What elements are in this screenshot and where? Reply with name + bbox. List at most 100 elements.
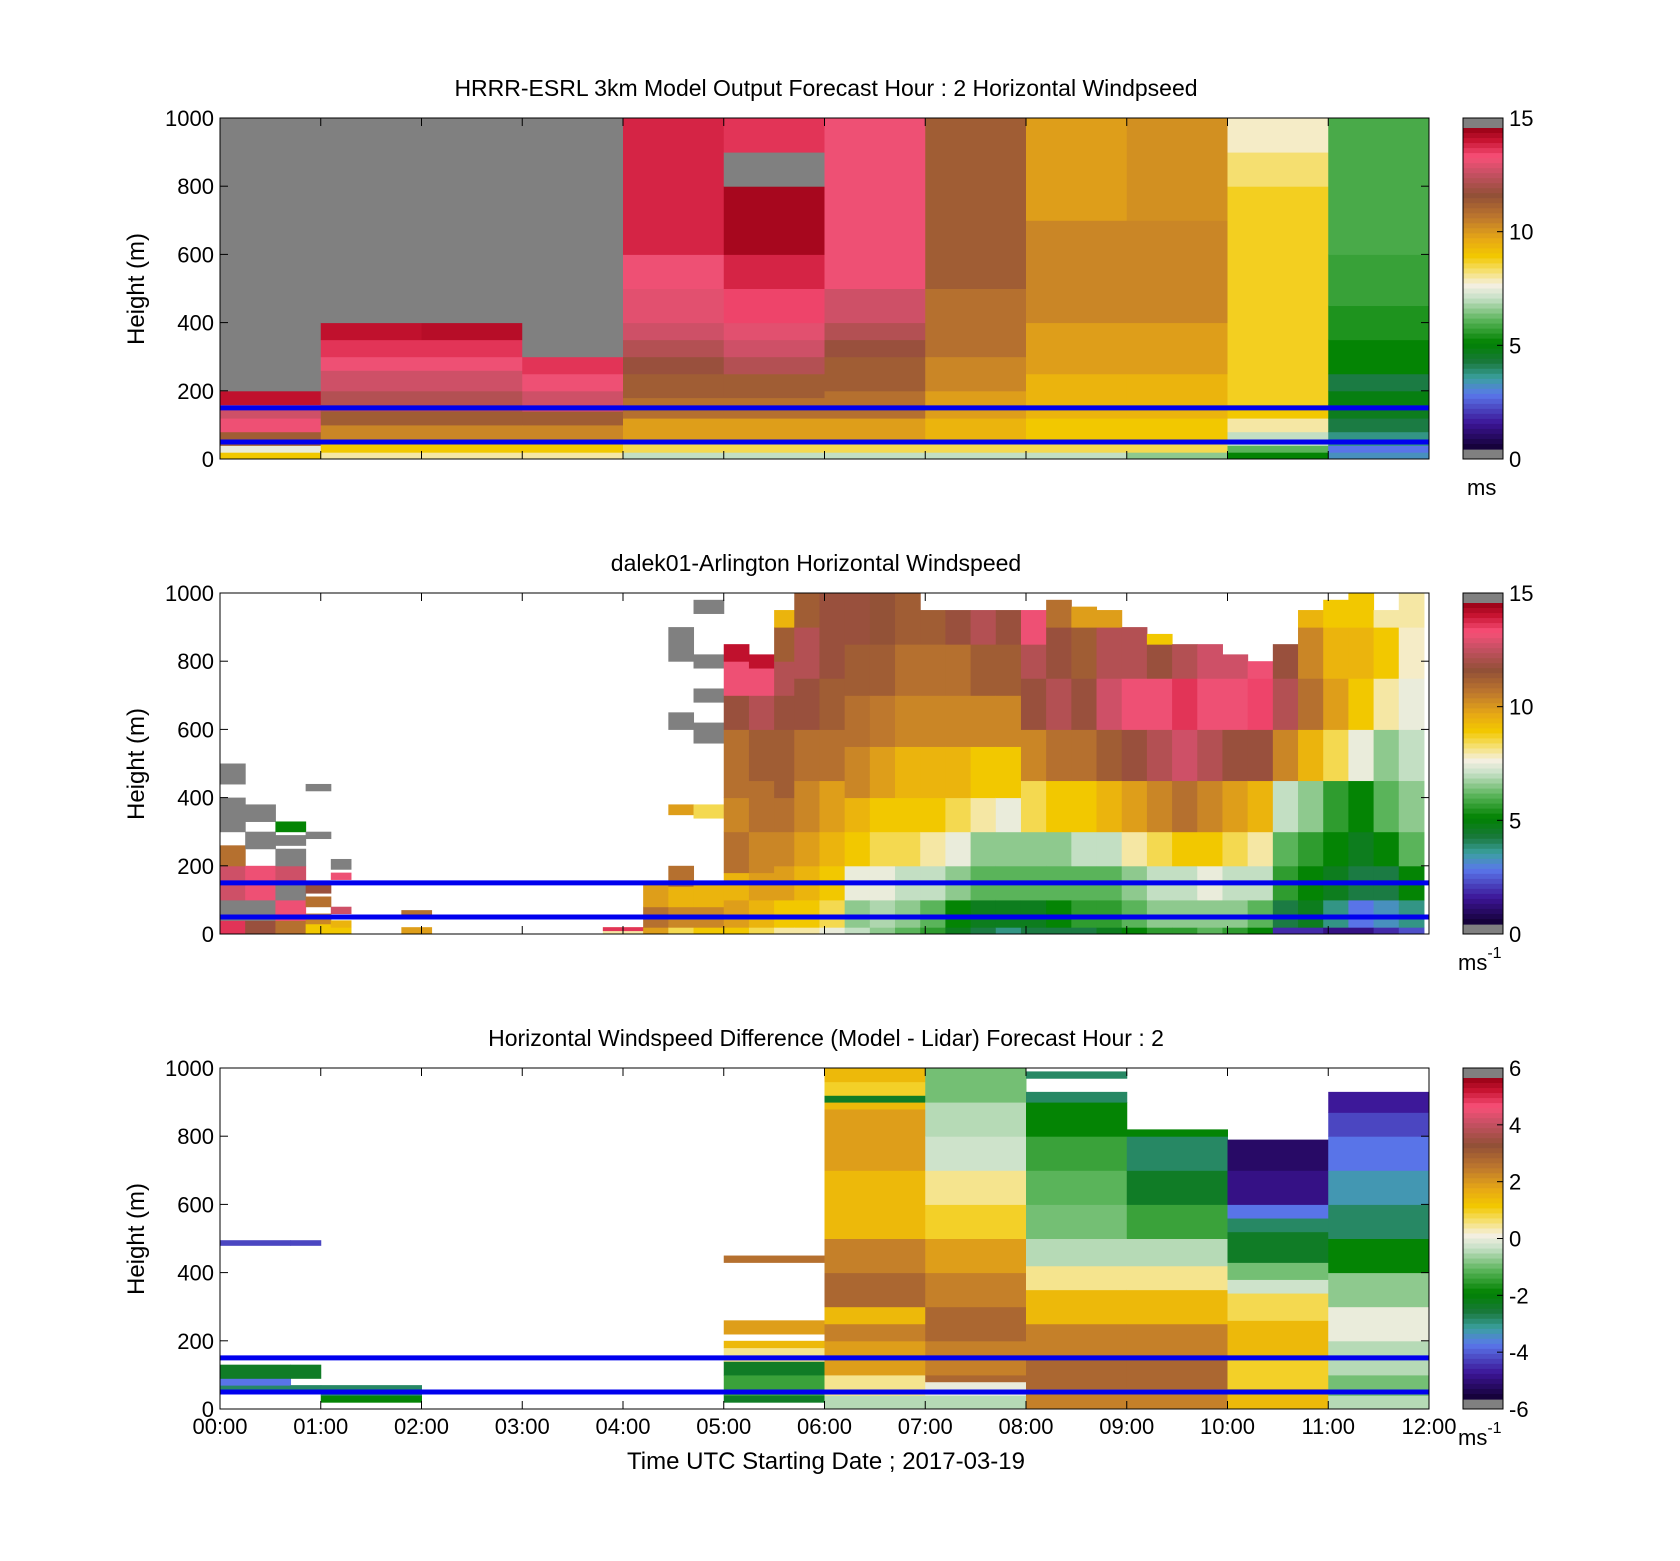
heatmap-cell	[320, 370, 422, 392]
heatmap-cell	[819, 899, 846, 928]
heatmap-cell	[1071, 678, 1098, 730]
colorbar-swatch	[1463, 1323, 1503, 1330]
heatmap-cell	[1227, 1293, 1329, 1321]
colorbar-tick-label: 0	[1509, 1227, 1521, 1252]
heatmap-cell	[1328, 118, 1430, 255]
y-tick-label: 800	[177, 649, 214, 674]
heatmap-cell	[1298, 899, 1324, 928]
colorbar-swatch	[1463, 1078, 1503, 1084]
heatmap-cell	[1328, 1091, 1430, 1113]
heatmap-cell	[1126, 1357, 1228, 1390]
heatmap-cell	[925, 452, 1027, 460]
heatmap-cells	[220, 1068, 1430, 1410]
heatmap-cell	[1126, 1170, 1228, 1205]
heatmap-cell	[623, 441, 725, 453]
heatmap-cell	[723, 418, 825, 443]
heatmap-cell	[748, 899, 775, 928]
colorbar-swatch	[1463, 1258, 1503, 1265]
colorbar-swatch	[1463, 753, 1503, 760]
colorbar-swatch	[1463, 1138, 1503, 1144]
heatmap-cell	[723, 661, 750, 696]
colorbar-swatch	[1463, 438, 1503, 445]
colorbar-swatch	[1463, 1343, 1503, 1350]
heatmap-cell	[1272, 780, 1299, 833]
heatmap-cell	[1348, 831, 1375, 867]
heatmap-cell	[1272, 644, 1299, 679]
heatmap-cell	[305, 783, 332, 792]
colorbar-tick-label: 10	[1509, 220, 1533, 245]
colorbar-swatch	[1463, 273, 1503, 280]
heatmap-cell	[1026, 1323, 1128, 1359]
colorbar-swatch	[1463, 1278, 1503, 1285]
heatmap-cell	[1026, 1170, 1128, 1205]
heatmap-cell	[1328, 390, 1430, 405]
heatmap-cell	[920, 797, 946, 833]
heatmap-cell	[1172, 644, 1198, 679]
heatmap-cell	[1026, 118, 1128, 221]
heatmap-cell	[1046, 899, 1072, 928]
heatmap-cell	[819, 927, 846, 935]
colorbar-swatch	[1463, 1308, 1503, 1315]
heatmap-cell	[1348, 593, 1375, 628]
heatmap-cell	[824, 1272, 926, 1308]
heatmap-cell	[668, 712, 695, 730]
heatmap-cell	[1328, 1272, 1430, 1308]
heatmap-cell	[995, 610, 1022, 645]
colorbar-swatch	[1463, 698, 1503, 704]
heatmap-cell	[1227, 186, 1329, 405]
colorbar-swatch	[1463, 243, 1503, 249]
colorbar-swatch	[1463, 183, 1503, 189]
heatmap-cell	[920, 610, 946, 645]
heatmap-cell	[1328, 1395, 1430, 1410]
colorbar-swatch	[1463, 743, 1503, 750]
heatmap-cell	[1172, 899, 1198, 928]
colorbar-swatch	[1463, 1103, 1503, 1109]
colorbar-swatch	[1463, 763, 1503, 770]
colorbar-swatch	[1463, 193, 1503, 199]
heatmap-cell	[824, 1170, 926, 1239]
y-tick-label: 1000	[165, 106, 214, 131]
y-tick-label: 0	[202, 1397, 214, 1422]
heatmap-cell	[1398, 678, 1425, 730]
heatmap-cell	[824, 1068, 926, 1083]
colorbar-swatch	[1463, 798, 1503, 805]
heatmap-cell	[824, 356, 926, 392]
colorbar-swatch	[1463, 1363, 1503, 1370]
y-tick-label: 400	[177, 311, 214, 336]
colorbar-swatch	[1463, 663, 1503, 669]
colorbar-swatch	[1463, 1358, 1503, 1365]
heatmap-cell	[1227, 452, 1329, 460]
colorbar-swatch	[1463, 213, 1503, 219]
heatmap-cell	[1197, 678, 1223, 730]
heatmap-cell	[330, 906, 352, 915]
heatmap-cell	[245, 920, 276, 935]
heatmap-cell	[925, 1395, 1027, 1410]
colorbar-swatch	[1463, 1213, 1503, 1220]
colorbar-swatch	[1463, 1113, 1503, 1119]
heatmap-cell	[245, 831, 276, 850]
panel-title: Horizontal Windspeed Difference (Model -…	[488, 1025, 1164, 1051]
colorbar-swatch	[1463, 818, 1503, 825]
colorbar-swatch	[1463, 1353, 1503, 1360]
heatmap-cell	[723, 644, 750, 662]
heatmap-cell	[1126, 322, 1228, 375]
colorbar-frame	[1462, 592, 1504, 935]
heatmap-cell	[774, 831, 795, 867]
heatmap-cell	[320, 339, 422, 358]
heatmap-cell	[1298, 729, 1324, 782]
heatmap-cell	[925, 441, 1027, 453]
heatmap-cell	[723, 1395, 825, 1403]
heatmap-cell	[1026, 1091, 1128, 1103]
colorbar-swatch	[1463, 903, 1503, 910]
colorbar-swatch	[1463, 633, 1503, 639]
heatmap-cell	[1026, 1102, 1128, 1137]
heatmap-cell	[824, 452, 926, 460]
y-tick-label: 600	[177, 717, 214, 742]
heatmap-cell	[1046, 627, 1072, 679]
colorbar-swatch	[1463, 803, 1503, 810]
colorbar-swatch	[1463, 198, 1503, 204]
heatmap-cell	[1247, 661, 1274, 679]
heatmap-cell	[320, 424, 422, 443]
heatmap-cell	[1323, 627, 1349, 679]
heatmap-cell	[970, 899, 997, 928]
